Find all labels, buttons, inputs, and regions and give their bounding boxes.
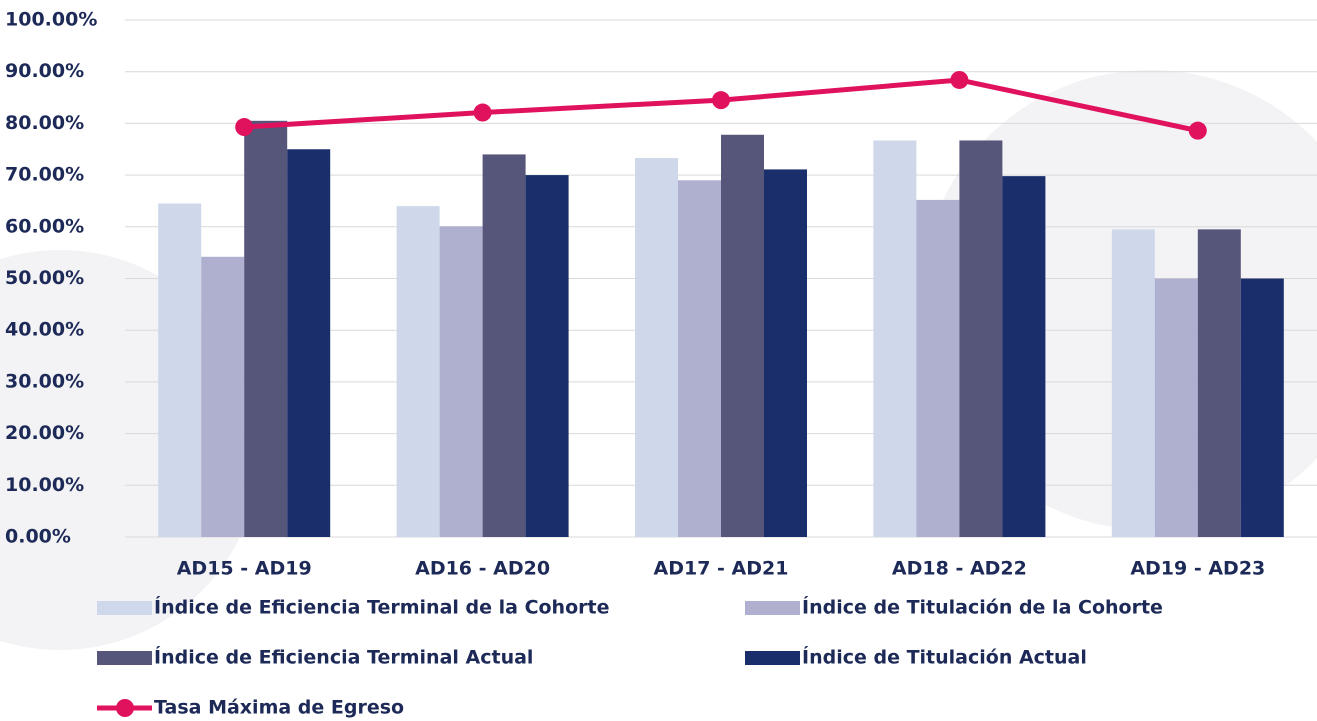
- bar: [1111, 229, 1155, 537]
- bar: [158, 203, 202, 537]
- line-marker: [235, 118, 254, 137]
- line-marker: [1188, 121, 1207, 140]
- y-tick-label: 0.00%: [5, 526, 71, 548]
- bar: [764, 169, 807, 537]
- bar: [525, 175, 569, 537]
- x-tick-label: AD18 - AD22: [892, 558, 1027, 580]
- y-tick-label: 30.00%: [5, 370, 84, 392]
- bar: [439, 226, 483, 537]
- y-tick-label: 80.00%: [5, 112, 84, 134]
- bar: [201, 256, 245, 537]
- legend-label: Índice de Eficiencia Terminal de la Coho…: [154, 596, 609, 619]
- y-tick-label: 20.00%: [5, 422, 84, 444]
- line-marker: [950, 70, 969, 89]
- legend-label: Índice de Eficiencia Terminal Actual: [154, 646, 533, 669]
- legend-label: Tasa Máxima de Egreso: [154, 697, 404, 719]
- bar: [482, 154, 526, 538]
- y-tick-label: 60.00%: [5, 215, 84, 237]
- legend-swatch: [97, 651, 152, 665]
- y-tick-label: 100.00%: [5, 9, 97, 31]
- bar: [396, 206, 440, 537]
- legend-swatch: [116, 699, 134, 717]
- x-tick-label: AD16 - AD20: [415, 558, 550, 580]
- y-tick-label: 50.00%: [5, 267, 84, 289]
- bar: [244, 120, 288, 537]
- bar: [1154, 278, 1198, 537]
- x-tick-label: AD15 - AD19: [177, 558, 312, 580]
- line-marker: [712, 91, 730, 110]
- line-marker: [473, 103, 492, 122]
- x-tick-label: AD19 - AD23: [1130, 558, 1265, 580]
- bar: [721, 134, 764, 538]
- y-tick-label: 10.00%: [5, 474, 84, 496]
- y-tick-label: 90.00%: [5, 60, 84, 82]
- legend-swatch: [745, 601, 800, 615]
- bar: [287, 149, 331, 537]
- bar: [1240, 278, 1284, 537]
- legend-label: Índice de Titulación de la Cohorte: [802, 596, 1163, 619]
- legend-label: Índice de Titulación Actual: [802, 646, 1087, 669]
- y-tick-label: 40.00%: [5, 319, 84, 341]
- legend-swatch: [745, 651, 800, 665]
- y-tick-label: 70.00%: [5, 164, 84, 186]
- bar: [635, 158, 678, 537]
- bar: [1197, 229, 1241, 537]
- bar: [678, 180, 721, 537]
- bar: [873, 140, 917, 537]
- legend-swatch: [97, 601, 152, 615]
- bar: [916, 199, 960, 537]
- bar: [1002, 176, 1046, 537]
- x-tick-label: AD17 - AD21: [654, 558, 789, 580]
- bar: [959, 140, 1003, 537]
